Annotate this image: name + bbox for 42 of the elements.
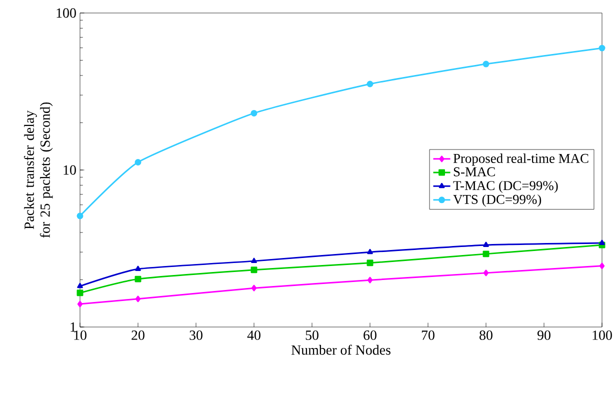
point bbox=[367, 276, 373, 284]
x-tick-label: 40 bbox=[247, 330, 260, 340]
x-tick-label: 70 bbox=[422, 330, 434, 340]
x-tick-label: 60 bbox=[364, 330, 376, 340]
x-axis-title: Number of Nodes bbox=[291, 344, 390, 355]
point bbox=[598, 44, 606, 52]
point bbox=[482, 250, 490, 258]
point bbox=[482, 60, 490, 68]
x-tick-label: 20 bbox=[132, 330, 144, 340]
legend-label: Proposed real-time MAC bbox=[453, 154, 588, 166]
point bbox=[366, 260, 374, 266]
point bbox=[483, 270, 489, 276]
point bbox=[250, 110, 258, 116]
legend-label: T-MAC (DC=99%) bbox=[453, 180, 558, 193]
x-tick-label: 80 bbox=[480, 330, 492, 340]
x-tick-label: 90 bbox=[537, 330, 550, 340]
point bbox=[483, 242, 489, 247]
legend-label: S-MAC bbox=[454, 167, 495, 176]
point bbox=[134, 276, 142, 282]
point bbox=[599, 240, 605, 245]
point bbox=[251, 258, 257, 264]
x-tick-label: 30 bbox=[190, 330, 202, 340]
point bbox=[367, 248, 373, 254]
point bbox=[599, 262, 605, 270]
point bbox=[77, 282, 83, 288]
point bbox=[251, 284, 257, 292]
y-axis-title: Packet transfer delay for 25 packets (Second) bbox=[24, 102, 53, 238]
point bbox=[135, 296, 141, 302]
point bbox=[250, 266, 258, 274]
point bbox=[366, 80, 374, 88]
y-tick-label: 100 bbox=[56, 8, 76, 18]
y-tick-label: 1 bbox=[70, 322, 76, 332]
x-tick-label: 100 bbox=[592, 330, 612, 340]
point bbox=[76, 212, 84, 220]
point bbox=[77, 300, 83, 308]
legend-label: VTS (DC=99%) bbox=[453, 194, 542, 207]
x-tick-label: 10 bbox=[74, 330, 86, 340]
point bbox=[135, 266, 141, 272]
point bbox=[134, 159, 142, 166]
x-tick-label: 50 bbox=[306, 330, 318, 340]
y-tick-label: 10 bbox=[64, 165, 76, 175]
point bbox=[76, 290, 84, 296]
